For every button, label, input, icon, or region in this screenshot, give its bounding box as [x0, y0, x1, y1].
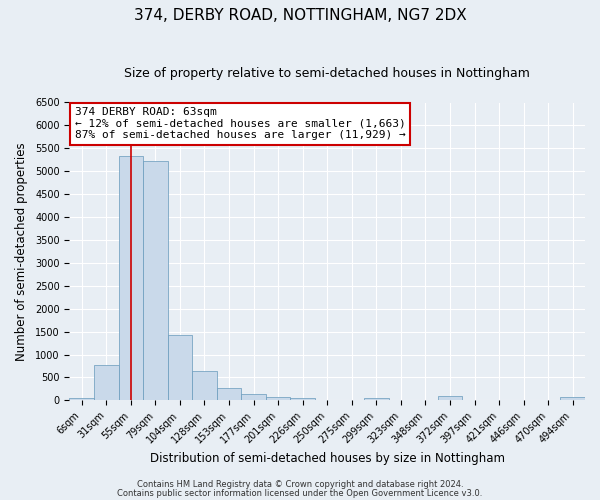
Text: Contains HM Land Registry data © Crown copyright and database right 2024.: Contains HM Land Registry data © Crown c… — [137, 480, 463, 489]
Bar — [437, 396, 462, 400]
Bar — [560, 396, 585, 400]
Bar — [266, 396, 290, 400]
Y-axis label: Number of semi-detached properties: Number of semi-detached properties — [15, 142, 28, 360]
Bar — [70, 398, 94, 400]
Text: Contains public sector information licensed under the Open Government Licence v3: Contains public sector information licen… — [118, 488, 482, 498]
Bar — [217, 388, 241, 400]
Bar — [167, 336, 192, 400]
Bar — [192, 372, 217, 400]
X-axis label: Distribution of semi-detached houses by size in Nottingham: Distribution of semi-detached houses by … — [150, 452, 505, 465]
Text: 374 DERBY ROAD: 63sqm
← 12% of semi-detached houses are smaller (1,663)
87% of s: 374 DERBY ROAD: 63sqm ← 12% of semi-deta… — [74, 107, 406, 140]
Bar — [241, 394, 266, 400]
Bar — [94, 364, 119, 400]
Title: Size of property relative to semi-detached houses in Nottingham: Size of property relative to semi-detach… — [124, 68, 530, 80]
Bar — [290, 398, 315, 400]
Bar — [143, 161, 167, 400]
Text: 374, DERBY ROAD, NOTTINGHAM, NG7 2DX: 374, DERBY ROAD, NOTTINGHAM, NG7 2DX — [134, 8, 466, 22]
Bar — [364, 398, 389, 400]
Bar — [119, 156, 143, 400]
